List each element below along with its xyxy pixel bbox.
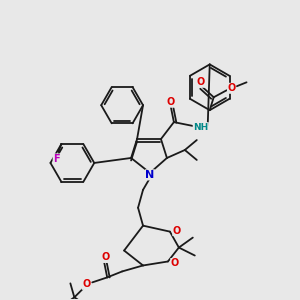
Text: O: O: [167, 97, 175, 107]
Text: O: O: [196, 77, 205, 87]
Text: NH: NH: [193, 123, 208, 132]
Text: O: O: [82, 279, 90, 290]
Text: O: O: [227, 83, 236, 93]
Text: O: O: [101, 253, 109, 262]
Text: O: O: [173, 226, 181, 236]
Text: F: F: [53, 154, 60, 164]
Text: N: N: [146, 170, 154, 180]
Text: O: O: [171, 259, 179, 269]
